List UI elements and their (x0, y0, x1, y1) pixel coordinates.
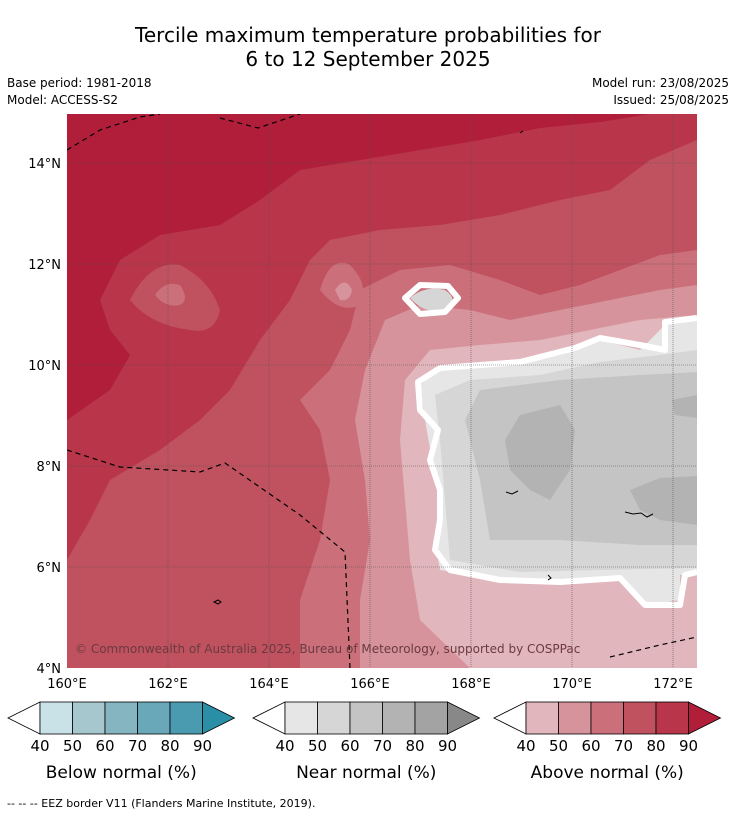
colorbar-tick-label: 50 (549, 737, 568, 755)
colorbar-tick-label: 50 (308, 737, 327, 755)
lat-label: 6°N (37, 561, 62, 576)
colorbar-tick-label: 80 (160, 737, 179, 755)
colorbar-tick-label: 50 (63, 737, 82, 755)
lon-label: 168°E (451, 677, 491, 692)
copyright-watermark: © Commonwealth of Australia 2025, Bureau… (75, 642, 580, 656)
lon-label: 170°E (552, 677, 592, 692)
colorbar-segment (72, 701, 106, 735)
lon-labels: 160°E 162°E 164°E 166°E 168°E 170°E 172°… (47, 677, 693, 692)
colorbar-tick-label: 40 (275, 737, 294, 755)
colorbar-segment (284, 701, 318, 735)
colorbar-tick-label: 90 (193, 737, 212, 755)
colorbar-segment (39, 701, 73, 735)
lat-label: 8°N (37, 460, 62, 475)
colorbar-tick-label: 60 (581, 737, 600, 755)
near-normal-70-region3 (672, 395, 697, 418)
model-name: Model: ACCESS-S2 (7, 93, 119, 107)
colorbar-segment (525, 701, 559, 735)
colorbar-min-triangle (493, 701, 527, 735)
above-60-blob2 (155, 283, 185, 306)
colorbar-tick-label: 70 (614, 737, 633, 755)
lat-label: 4°N (37, 662, 62, 677)
colorbar-segment (590, 701, 624, 735)
colorbar-max-triangle (688, 701, 722, 735)
colorbar-max-triangle (202, 701, 236, 735)
colorbar-segment (558, 701, 592, 735)
colorbar-title: Near normal (%) (296, 763, 436, 783)
colorbar-segment (169, 701, 203, 735)
base-period: Base period: 1981-2018 (7, 76, 152, 90)
near-normal-boundary-small (402, 282, 461, 317)
lat-label: 10°N (28, 359, 61, 374)
colorbar-title: Above normal (%) (531, 763, 684, 783)
near-normal-boundary (415, 315, 697, 608)
lon-label: 162°E (148, 677, 188, 692)
colorbar-min-triangle (252, 701, 286, 735)
colorbar-max-triangle (447, 701, 481, 735)
probability-map: © Commonwealth of Australia 2025, Bureau… (7, 114, 722, 783)
issued-date: Issued: 25/08/2025 (613, 93, 729, 107)
colorbar-tick-label: 70 (128, 737, 147, 755)
colorbar-segment (317, 701, 351, 735)
colorbar-3: 40 50 60 70 80 90 Above normal (%) (493, 701, 722, 783)
map-contours (67, 114, 697, 668)
colorbar-min-triangle (7, 701, 41, 735)
eez-footnote: -- -- -- EEZ border V11 (Flanders Marine… (7, 797, 316, 810)
colorbar-tick-label: 90 (438, 737, 457, 755)
colorbar-tick-label: 60 (95, 737, 114, 755)
eez-borders (67, 114, 697, 668)
colorbar-segment (623, 701, 657, 735)
lon-label: 166°E (350, 677, 390, 692)
colorbar-tick-label: 80 (405, 737, 424, 755)
chart-title-line2: 6 to 12 September 2025 (245, 47, 491, 71)
colorbars: 40 50 60 70 80 90 Below normal (%) 40 50 60 70 80 90… (7, 701, 722, 783)
grid-lines (67, 114, 697, 668)
colorbar-tick-label: 40 (30, 737, 49, 755)
colorbar-1: 40 50 60 70 80 90 Below normal (%) (7, 701, 236, 783)
near-normal-small (410, 288, 453, 312)
colorbar-segment (137, 701, 171, 735)
colorbar-tick-label: 60 (340, 737, 359, 755)
near-normal-70-region2 (630, 476, 697, 525)
colorbar-tick-label: 80 (646, 737, 665, 755)
colorbar-title: Below normal (%) (46, 763, 197, 783)
chart-title-line1: Tercile maximum temperature probabilitie… (135, 23, 601, 47)
colorbar-segment (104, 701, 138, 735)
colorbar-segment (382, 701, 416, 735)
islands (212, 130, 654, 605)
model-run: Model run: 23/08/2025 (591, 76, 729, 90)
colorbar-segment (655, 701, 689, 735)
lat-labels: 14°N 12°N 10°N 8°N 6°N 4°N (28, 157, 61, 677)
near-normal-70-region (505, 405, 575, 500)
lat-label: 12°N (28, 258, 61, 273)
lon-label: 160°E (47, 677, 87, 692)
above-50-blob (335, 282, 352, 301)
lon-label: 164°E (249, 677, 289, 692)
colorbar-tick-label: 70 (373, 737, 392, 755)
lat-label: 14°N (28, 157, 61, 172)
colorbar-tick-label: 90 (679, 737, 698, 755)
lon-label: 172°E (653, 677, 693, 692)
colorbar-segment (414, 701, 448, 735)
colorbar-segment (349, 701, 383, 735)
colorbar-tick-label: 40 (516, 737, 535, 755)
